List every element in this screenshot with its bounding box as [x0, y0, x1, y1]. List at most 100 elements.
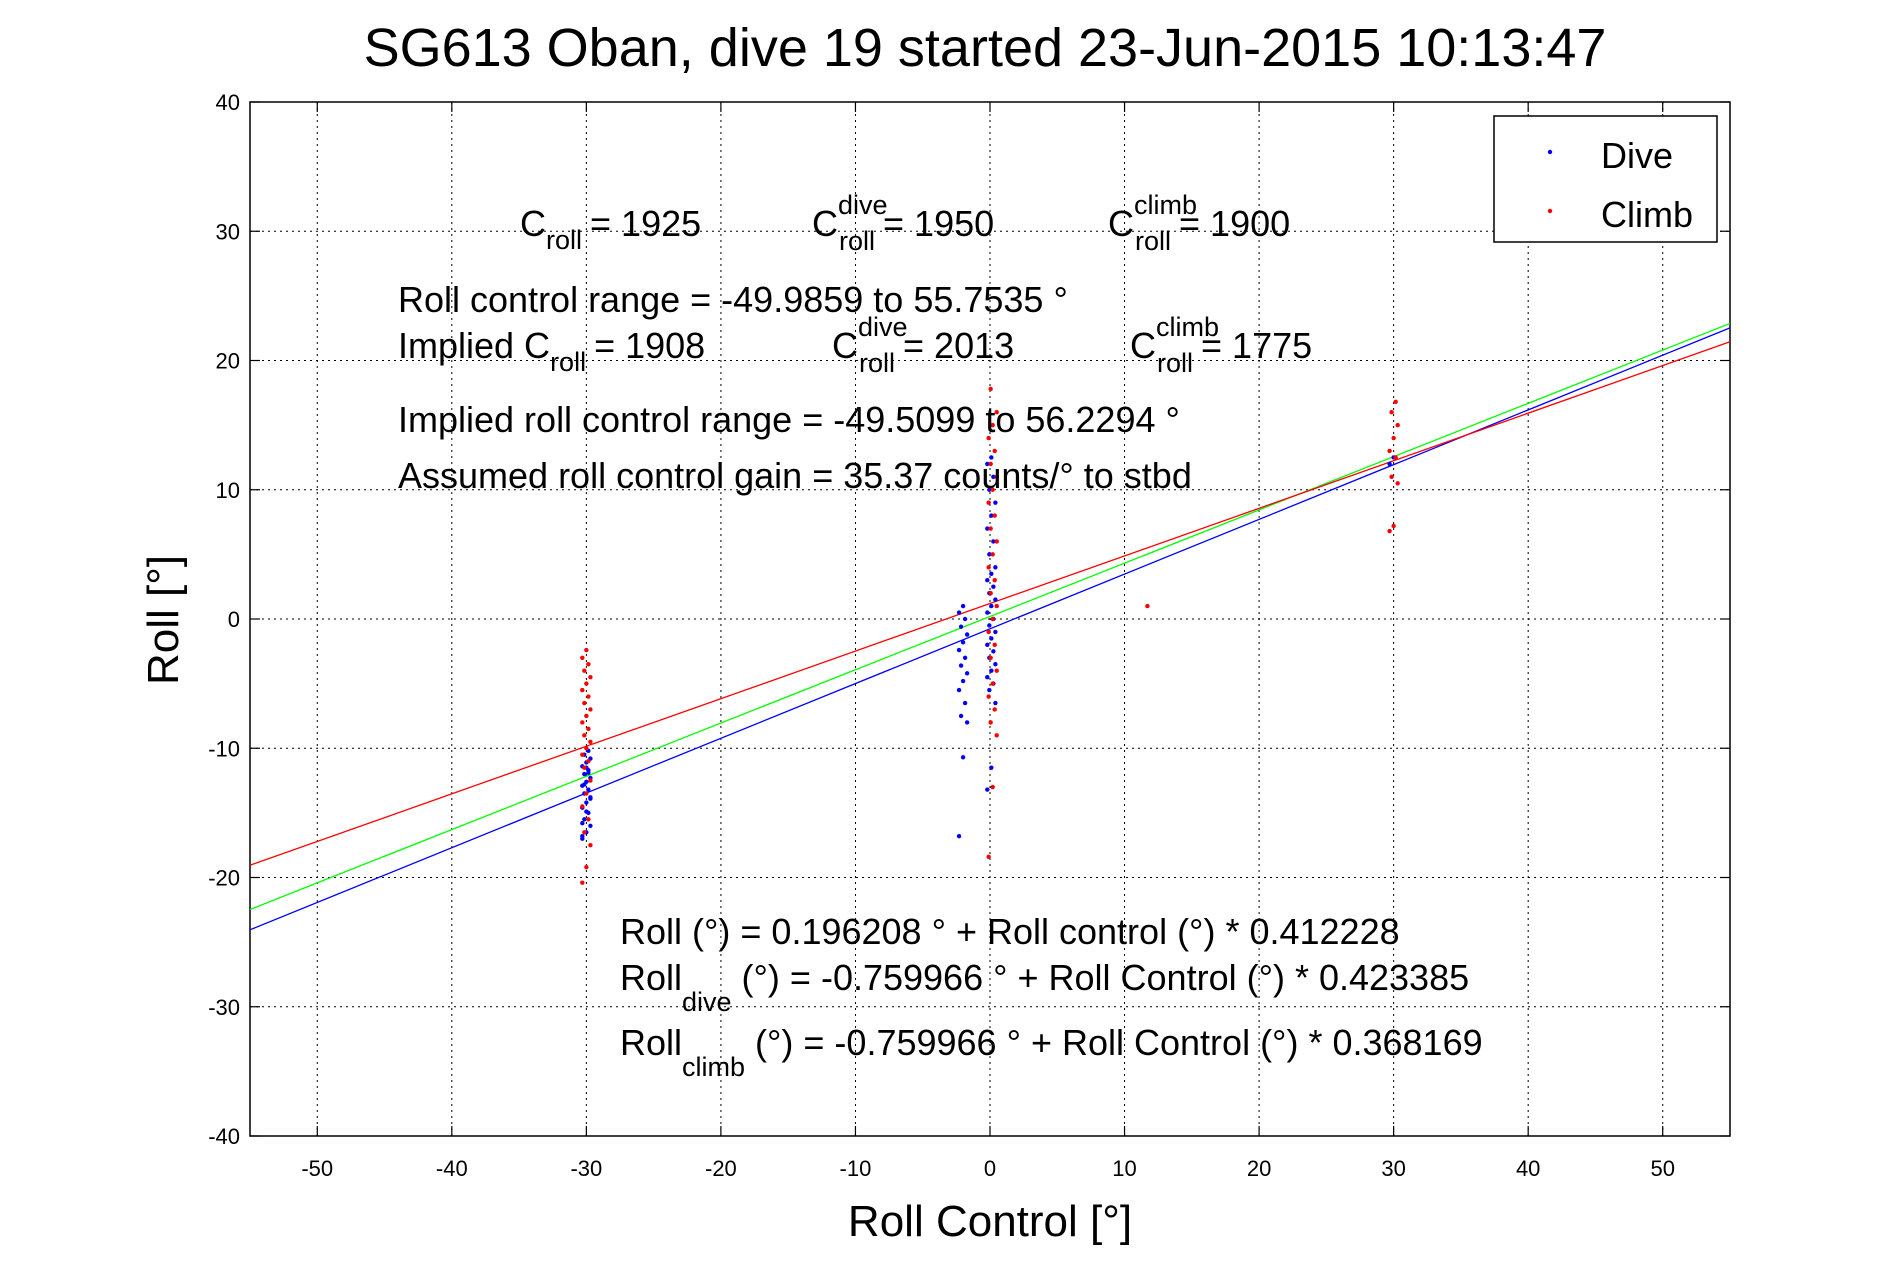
annotation-implied-dive-sup: dive	[858, 312, 908, 342]
legend-marker-climb	[1547, 208, 1553, 214]
climb-point	[988, 526, 993, 531]
annotation-eq-climb: Rollclimb (°) = -0.759966 ° + Roll Contr…	[620, 1022, 1483, 1082]
dive-point	[993, 700, 998, 706]
dive-point	[964, 720, 970, 725]
climb-point	[994, 733, 999, 738]
dive-point	[993, 500, 998, 505]
climb-point	[580, 687, 585, 693]
dive-point	[989, 513, 994, 518]
climb-point	[1395, 422, 1400, 428]
climb-point	[582, 668, 587, 673]
dive-point	[993, 629, 998, 635]
annotation-c-roll-climb: Cclimb roll = 1900	[1108, 190, 1290, 256]
x-tick-label: 20	[1247, 1156, 1271, 1181]
annotation-implied-climb-sup: climb	[1156, 312, 1219, 342]
dive-point	[588, 796, 593, 801]
annotation-implied-dive-base: C	[832, 325, 858, 366]
annotation-eq-dive: Rolldive (°) = -0.759966 ° + Roll Contro…	[620, 957, 1469, 1017]
dive-point	[582, 782, 587, 787]
dive-point	[989, 571, 994, 576]
annotation-implied-dive-value: = 2013	[903, 325, 1014, 366]
climb-point	[1387, 448, 1392, 454]
climb-point	[994, 410, 999, 415]
chart-title: SG613 Oban, dive 19 started 23-Jun-2015 …	[364, 18, 1607, 78]
annotation-c-roll: Croll = 1925	[520, 203, 701, 255]
climb-point	[986, 565, 991, 570]
climb-point	[994, 603, 999, 609]
climb-point	[586, 817, 591, 822]
annotation-eq-dive-rest: (°) = -0.759966 ° + Roll Control (°) * 0…	[732, 957, 1470, 998]
climb-point	[582, 830, 587, 835]
climb-point	[584, 681, 589, 686]
dive-point	[956, 833, 962, 839]
annotation-eq-dive-base: Roll	[620, 957, 682, 998]
annotation-gain: Assumed roll control gain = 35.37 counts…	[398, 455, 1192, 496]
dive-point	[962, 616, 968, 622]
annotation-implied-climb-sub: roll	[1157, 348, 1193, 378]
x-tick-label: 10	[1112, 1156, 1136, 1181]
dive-point	[985, 610, 990, 615]
x-tick-label: -20	[705, 1156, 737, 1181]
x-tick-label: -50	[301, 1156, 333, 1181]
climb-point	[586, 694, 591, 699]
climb-point	[588, 842, 593, 848]
x-tick-label: 40	[1516, 1156, 1540, 1181]
annotation-implied-prefix: Implied C	[398, 325, 550, 366]
dive-point	[987, 623, 992, 628]
climb-point	[990, 422, 995, 428]
climb-point	[580, 720, 585, 725]
y-tick-label: 30	[216, 219, 240, 244]
dive-point	[958, 624, 964, 629]
x-tick-label: 30	[1381, 1156, 1405, 1181]
climb-point	[586, 662, 591, 667]
dive-point	[956, 687, 962, 693]
dive-point	[580, 821, 585, 826]
climb-point	[580, 804, 585, 809]
fit-line	[249, 341, 1731, 866]
dive-point	[991, 539, 996, 544]
climb-point	[1391, 435, 1396, 441]
climb-point	[986, 500, 991, 505]
climb-point	[1389, 474, 1394, 480]
climb-point	[1387, 528, 1392, 534]
annotation-eq-overall: Roll (°) = 0.196208 ° + Roll control (°)…	[620, 911, 1400, 952]
annotation-eq-climb-base: Roll	[620, 1022, 682, 1063]
dive-point	[1387, 461, 1392, 467]
annotation-c-roll-climb-sup: climb	[1134, 190, 1197, 220]
fit-lines	[249, 322, 1731, 931]
climb-point	[1389, 410, 1394, 415]
dive-point	[962, 655, 968, 660]
dive-point	[985, 674, 990, 680]
y-axis-label: Roll [°]	[139, 555, 188, 685]
climb-point	[582, 700, 587, 706]
annotation-c-roll-dive: Cdive roll = 1950	[812, 190, 994, 256]
climb-point	[586, 726, 591, 732]
x-tick-label: 0	[984, 1156, 996, 1181]
climb-point	[988, 386, 993, 392]
dive-point	[960, 640, 966, 645]
climb-point	[992, 642, 997, 648]
data-points	[580, 386, 1400, 885]
climb-point	[588, 707, 593, 712]
dive-point	[960, 755, 966, 760]
x-axis-label: Roll Control [°]	[848, 1197, 1132, 1246]
climb-point	[988, 461, 993, 467]
climb-point	[584, 791, 589, 796]
annotation-implied-dive: Cdive roll = 2013	[832, 312, 1014, 378]
annotation-implied: Implied Croll = 1908	[398, 325, 705, 377]
climb-point	[584, 713, 589, 719]
climb-point	[582, 765, 587, 770]
dive-point	[586, 787, 591, 792]
annotation-c-roll-base: C	[520, 203, 546, 244]
dive-point	[993, 565, 998, 570]
climb-point	[992, 513, 997, 518]
climb-point	[1393, 399, 1398, 405]
annotation-range: Roll control range = -49.9859 to 55.7535…	[398, 279, 1068, 320]
legend-marker-dive	[1547, 149, 1553, 155]
climb-point	[986, 435, 991, 441]
annotation-eq-climb-sub: climb	[682, 1052, 745, 1082]
dive-point	[964, 671, 970, 676]
dive-point	[989, 765, 994, 770]
y-tick-label: 0	[228, 607, 240, 632]
dive-point	[588, 823, 593, 828]
